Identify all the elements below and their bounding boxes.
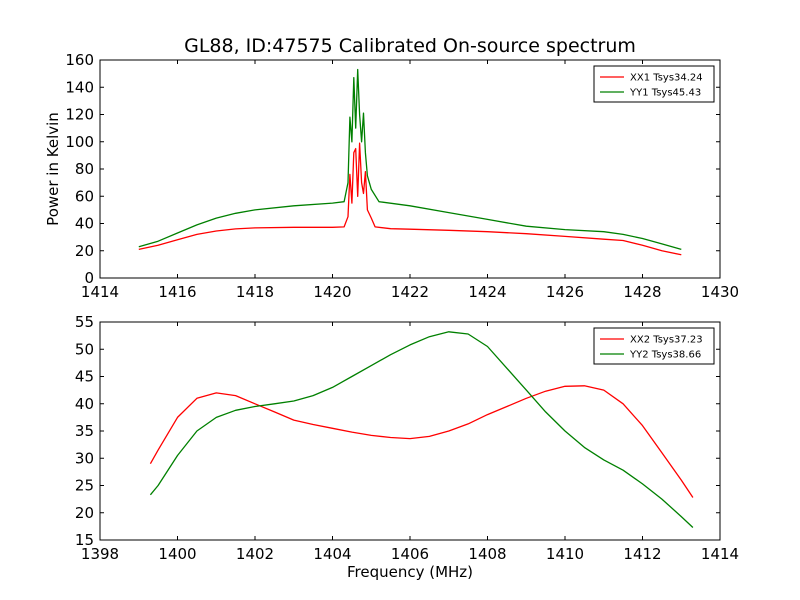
y-tick-label: 120: [65, 106, 94, 124]
x-axis-label: Frequency (MHz): [347, 563, 473, 581]
y-tick-label: 160: [65, 51, 94, 69]
legend-box: [593, 65, 715, 103]
chart-title: GL88, ID:47575 Calibrated On-source spec…: [184, 35, 636, 57]
x-tick-label: 1422: [391, 283, 429, 301]
chart-panel-1: 1414 1416 1418 1420 1422 1424 1426 1428 1430 0 20 4…: [44, 35, 739, 301]
y-tick-label: 50: [75, 340, 94, 358]
y-tick-label: 40: [75, 215, 94, 233]
y-tick-label: 20: [75, 504, 94, 522]
x-tick-label: 1398: [81, 545, 119, 563]
x-tick-label: 1402: [236, 545, 274, 563]
x-tick-label: 1408: [468, 545, 506, 563]
x-tick-label: 1420: [313, 283, 351, 301]
x-tick-label: 1414: [81, 283, 119, 301]
x-tick-label: 1430: [701, 283, 739, 301]
y-tick-label: 0: [84, 269, 94, 287]
y-tick-label: 140: [65, 78, 94, 96]
x-tick-label: 1406: [391, 545, 429, 563]
x-tick-label: 1414: [701, 545, 739, 563]
series-line-xx2: [149, 385, 694, 498]
legend-label: YY2 Tsys38.66: [629, 350, 701, 361]
x-tick-label: 1426: [546, 283, 584, 301]
y-tick-label: 100: [65, 133, 94, 151]
chart-panel-2: 1398 1400 1402 1404 1406 1408 1410 1412 1414 15 20…: [75, 313, 739, 581]
x-tick-label: 1404: [313, 545, 351, 563]
y-tick-label: 25: [75, 477, 94, 495]
y-axis-label: Power in Kelvin: [44, 112, 62, 226]
legend-label: XX2 Tsys37.23: [630, 335, 703, 346]
y-tick-label: 80: [75, 160, 94, 178]
x-tick-label: 1412: [623, 545, 661, 563]
y-tick-label: 45: [75, 368, 94, 386]
y-tick-label: 35: [75, 422, 94, 440]
x-tick-label: 1400: [158, 545, 196, 563]
y-tick-label: 60: [75, 187, 94, 205]
series-line-yy1: [138, 68, 682, 251]
y-tick-label: 40: [75, 395, 94, 413]
y-tick-label: 20: [75, 242, 94, 260]
x-tick-label: 1410: [546, 545, 584, 563]
x-tick-label: 1424: [468, 283, 506, 301]
series-line-xx1: [138, 142, 682, 256]
x-tick-label: 1416: [158, 283, 196, 301]
legend-box: [593, 327, 715, 365]
legend: XX2 Tsys37.23 YY2 Tsys38.66: [593, 327, 715, 365]
legend-label: YY1 Tsys45.43: [629, 88, 701, 99]
legend: XX1 Tsys34.24 YY1 Tsys45.43: [593, 65, 715, 103]
y-tick-label: 15: [75, 531, 94, 549]
x-tick-label: 1428: [623, 283, 661, 301]
y-tick-label: 30: [75, 449, 94, 467]
y-tick-label: 55: [75, 313, 94, 331]
x-tick-label: 1418: [236, 283, 274, 301]
series-line-yy2: [149, 331, 694, 528]
legend-label: XX1 Tsys34.24: [630, 73, 703, 84]
